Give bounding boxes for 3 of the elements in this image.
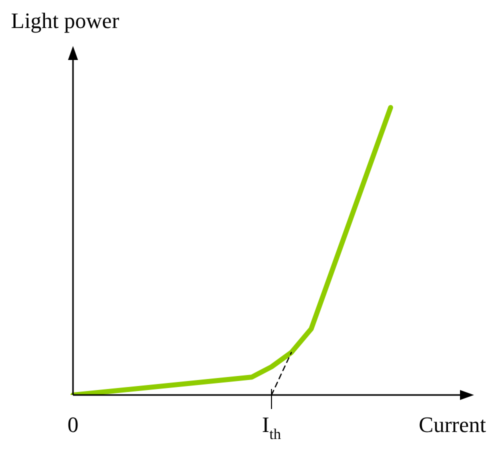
x-tick-label: 0 [68,412,78,437]
x-axis-title: Current [418,412,486,437]
y-axis-title: Light power [11,8,120,33]
